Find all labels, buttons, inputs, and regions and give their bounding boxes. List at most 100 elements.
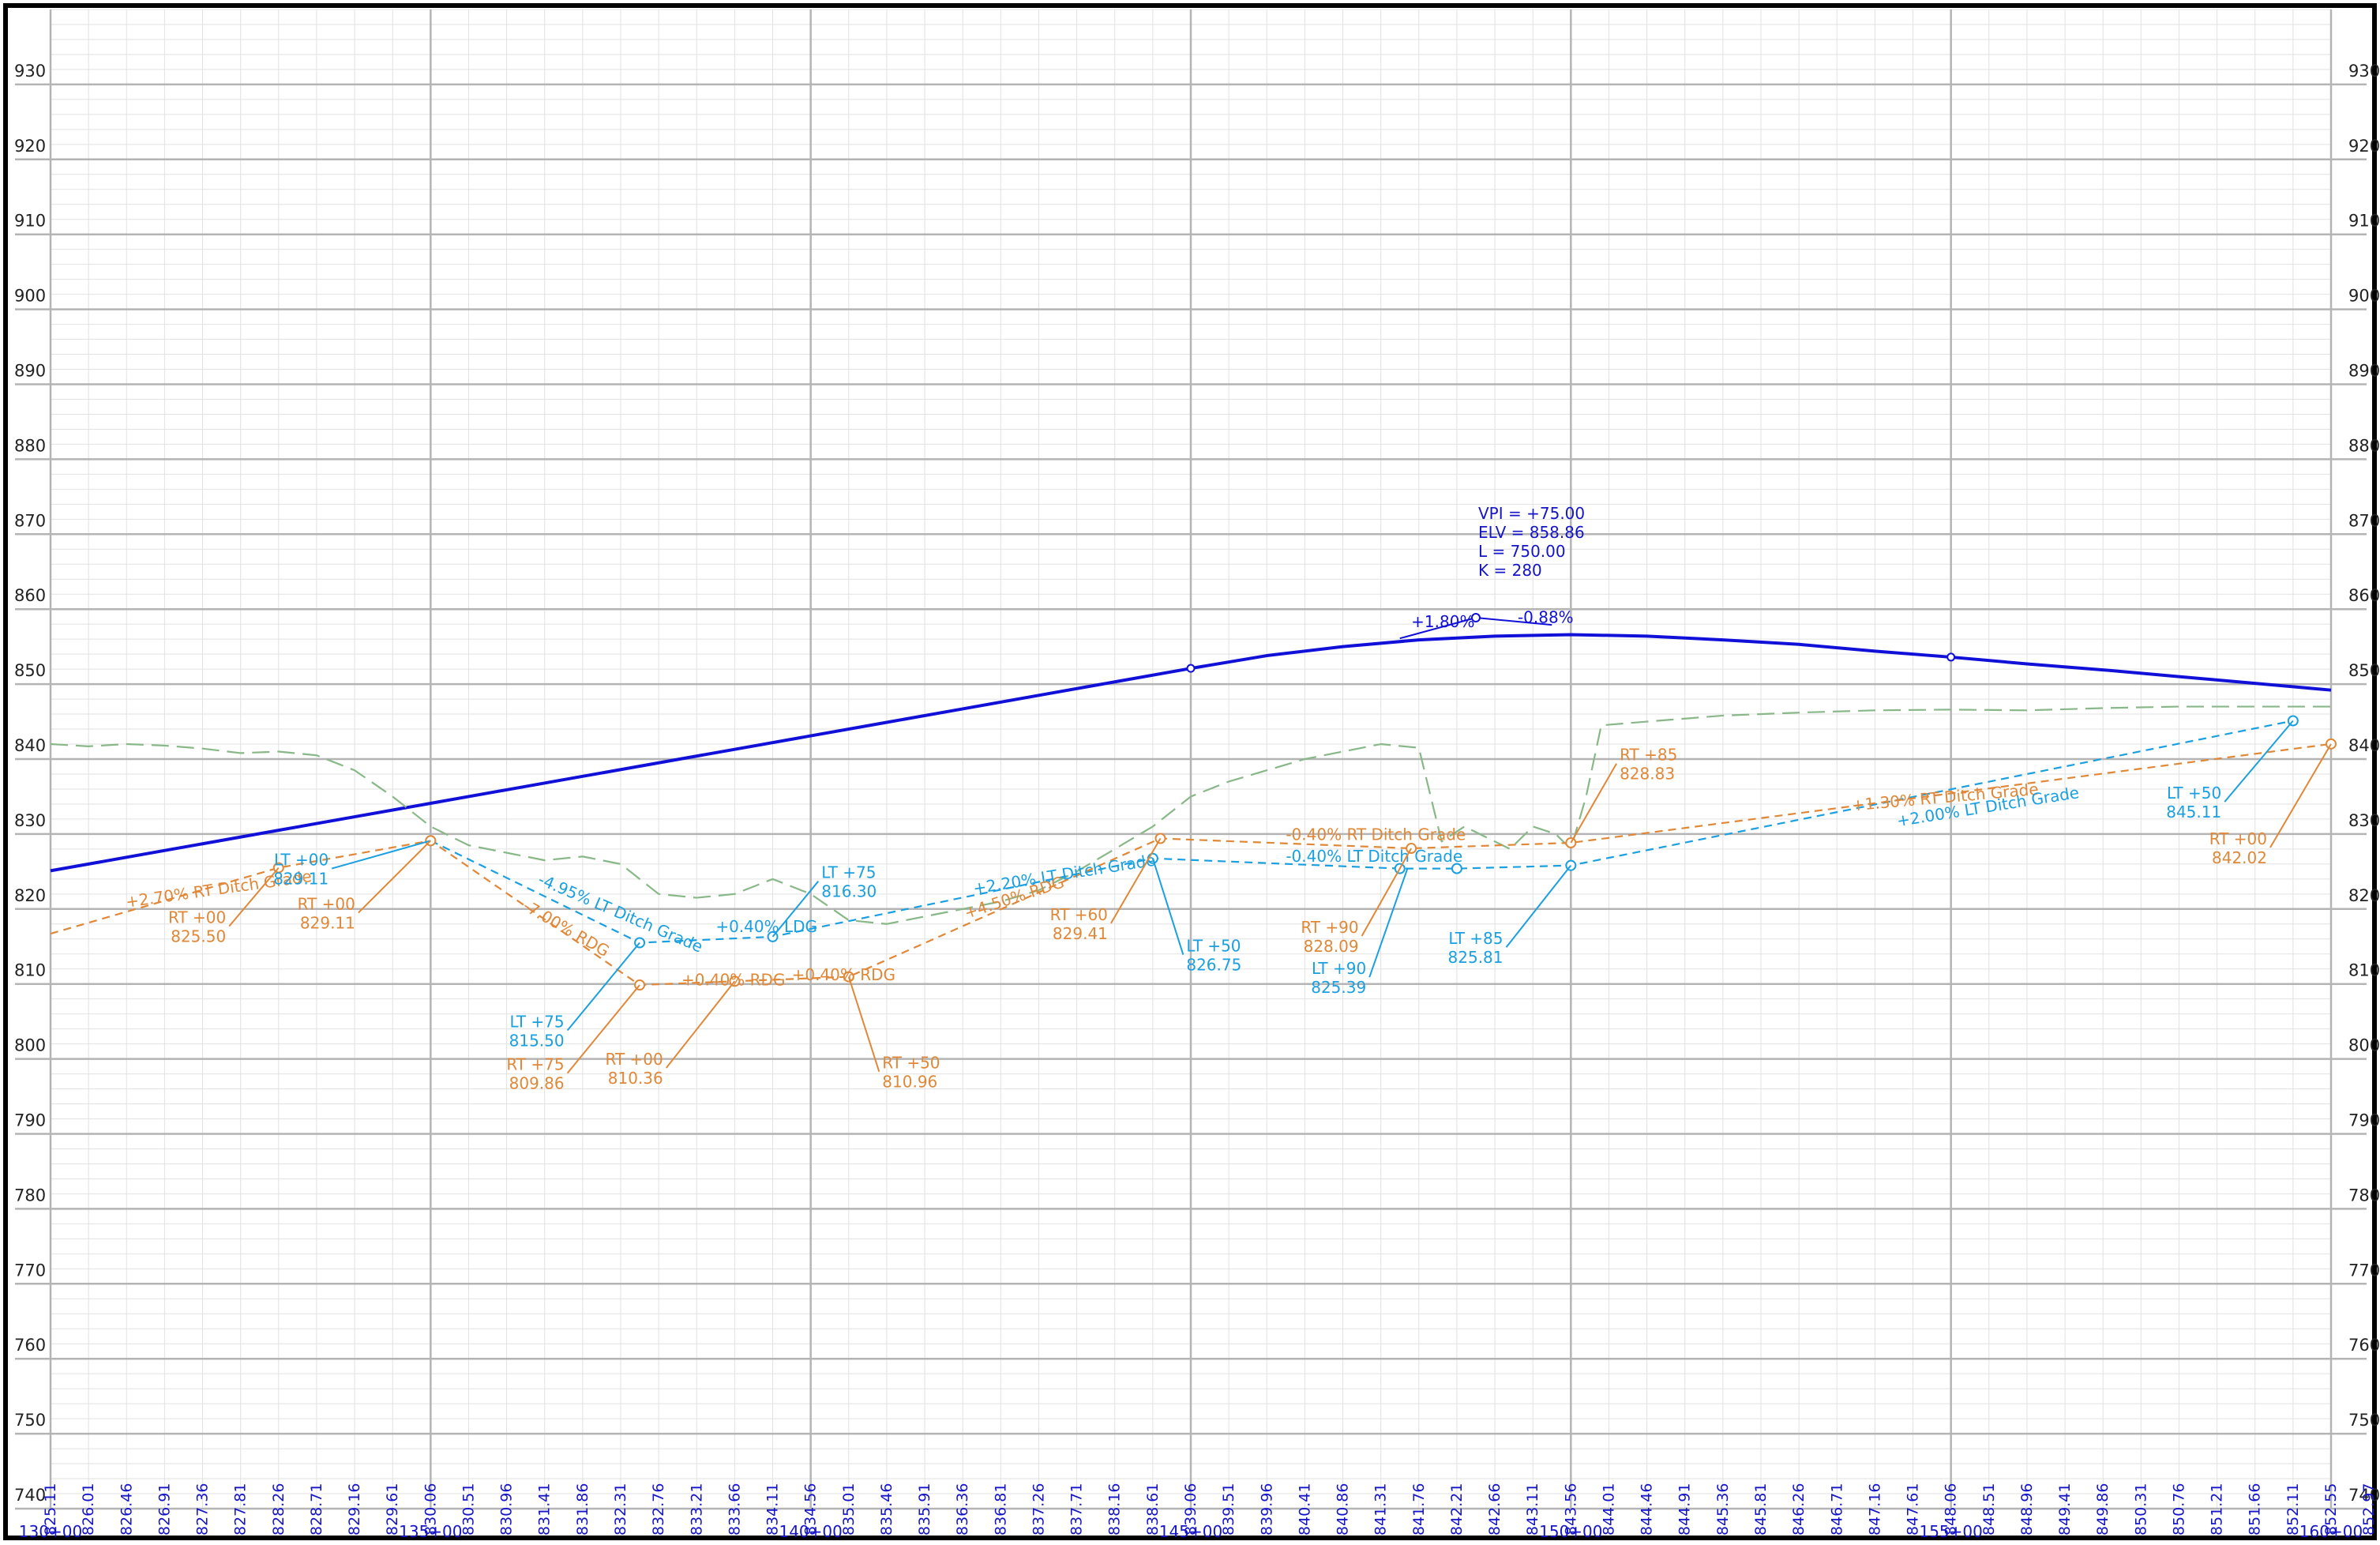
station-tick-label: 155+00: [1919, 1522, 1982, 1541]
callout-leader: [1361, 848, 1413, 937]
station-tick-label: 140+00: [779, 1522, 842, 1541]
callout-elevation-label: 842.02: [2212, 848, 2267, 867]
y-tick-label-left: 850: [14, 661, 46, 680]
callout-station-label: RT +50: [882, 1054, 940, 1073]
grade-annotation: -0.88%: [1518, 607, 1574, 626]
grade-elevation-label: 835.91: [916, 1483, 933, 1536]
grade-elevation-label: 848.06: [1943, 1483, 1960, 1536]
grade-elevation-label: 828.71: [308, 1483, 325, 1536]
grade-elevation-label: 840.86: [1335, 1483, 1352, 1536]
y-tick-label-right: 770: [2348, 1261, 2380, 1280]
callout-leader: [665, 980, 736, 1069]
y-tick-label-right: 820: [2348, 886, 2380, 905]
callout-elevation-label: 829.11: [273, 870, 328, 889]
callout-elevation-label: 815.50: [509, 1032, 565, 1051]
callout-leader: [847, 976, 880, 1073]
grade-elevation-label: 848.51: [1980, 1483, 1998, 1536]
y-tick-label-right: 760: [2348, 1336, 2380, 1355]
callout-station-label: RT +85: [1620, 746, 1677, 765]
callout-elevation-label: 810.96: [882, 1073, 937, 1092]
y-tick-label-right: 810: [2348, 961, 2380, 980]
callout-station-label: LT +00: [274, 851, 328, 870]
y-tick-label-left: 740: [14, 1486, 46, 1505]
grade-elevation-label: 843.56: [1562, 1483, 1579, 1536]
grade-elevation-label: 829.61: [384, 1483, 401, 1536]
vpi-label: VPI = +75.00: [1478, 504, 1585, 523]
grade-elevation-label: 845.36: [1714, 1483, 1732, 1536]
callout-elevation-label: 825.39: [1311, 978, 1366, 997]
y-tick-label-left: 860: [14, 586, 46, 605]
grade-annotation: +0.40% RDG: [681, 971, 785, 990]
vpi-label: K = 280: [1478, 561, 1542, 580]
callout-station-label: LT +50: [1186, 937, 1241, 956]
callout-elevation-label: 825.81: [1448, 948, 1503, 967]
callout-elevation-label: 825.50: [171, 927, 226, 946]
series-existing-ground: [50, 705, 2331, 925]
callout-elevation-label: 829.11: [300, 914, 355, 933]
grade-elevation-label: 835.01: [840, 1483, 858, 1536]
y-tick-label-left: 810: [14, 961, 46, 980]
y-tick-label-left: 750: [14, 1411, 46, 1430]
grade-elevation-label: 830.51: [460, 1483, 477, 1536]
callout-station-label: RT +60: [1050, 905, 1108, 924]
grade-elevation-label: 852.11: [2284, 1483, 2302, 1536]
y-tick-label-left: 770: [14, 1261, 46, 1280]
grade-elevation-label: 849.41: [2056, 1483, 2074, 1536]
grade-elevation-label: 837.71: [1068, 1483, 1086, 1536]
grade-elevation-label: 841.31: [1372, 1483, 1390, 1536]
y-tick-label-left: 870: [14, 511, 46, 530]
y-tick-label-right: 800: [2348, 1036, 2380, 1055]
grade-elevation-label: 846.26: [1790, 1483, 1808, 1536]
grade-elevation-label: 851.66: [2247, 1483, 2264, 1536]
grade-elevation-label: 832.76: [650, 1483, 667, 1536]
grade-elevation-label: 848.96: [2018, 1483, 2036, 1536]
grade-elevation-label: 837.26: [1030, 1483, 1047, 1536]
grade-elevation-label: 847.61: [1905, 1483, 1922, 1536]
callout-leader: [2269, 743, 2332, 848]
grade-elevation-label: 835.46: [878, 1483, 895, 1536]
callout-leader: [358, 840, 432, 914]
vpi-tangent-out: [1475, 617, 1552, 626]
callout-leader: [331, 840, 431, 870]
callout-leader: [566, 984, 640, 1074]
grade-annotation: -0.40% RT Ditch Grade: [1286, 825, 1466, 844]
y-tick-label-left: 920: [14, 137, 46, 156]
station-tick-label: 160+00: [2299, 1522, 2363, 1541]
callout-leader: [1570, 763, 1617, 844]
grade-elevation-label: 829.16: [346, 1483, 363, 1536]
callout-station-label: LT +50: [2167, 784, 2221, 803]
y-tick-label-right: 830: [2348, 811, 2380, 830]
grade-elevation-label: 834.56: [802, 1483, 820, 1536]
y-tick-label-right: 920: [2348, 137, 2380, 156]
callout-leader: [1505, 865, 1572, 948]
grade-annotation: +0.40% RDG: [792, 965, 895, 984]
callout-elevation-label: 826.75: [1186, 956, 1241, 975]
grade-elevation-label: 832.31: [612, 1483, 629, 1536]
vpi-label: ELV = 858.86: [1478, 523, 1585, 542]
callout-station-label: RT +00: [606, 1050, 663, 1069]
callout-elevation-label: 828.83: [1620, 765, 1675, 784]
grade-curve-marker: [1946, 652, 1956, 662]
y-tick-label-right: 860: [2348, 586, 2380, 605]
y-tick-label-right: 900: [2348, 287, 2380, 306]
callout-station-label: RT +90: [1301, 918, 1358, 937]
grade-elevation-label: 844.01: [1600, 1483, 1617, 1536]
grade-elevation-label: 845.81: [1752, 1483, 1770, 1536]
y-tick-label-left: 930: [14, 62, 46, 81]
y-tick-label-right: 930: [2348, 62, 2380, 81]
y-tick-label-right: 890: [2348, 362, 2380, 381]
grade-elevation-label: 839.06: [1182, 1483, 1199, 1536]
grade-elevation-label: 825.11: [42, 1483, 59, 1536]
station-tick-label: 135+00: [399, 1522, 462, 1541]
y-tick-label-right: 740: [2348, 1486, 2380, 1505]
grade-elevation-label: 844.46: [1639, 1483, 1656, 1536]
y-tick-label-left: 820: [14, 886, 46, 905]
series-rt-ditch: [50, 742, 2332, 987]
grade-elevation-label: 840.41: [1296, 1483, 1313, 1536]
y-tick-label-left: 890: [14, 362, 46, 381]
grade-elevation-label: 849.86: [2094, 1483, 2112, 1536]
grade-elevation-label: 841.76: [1410, 1483, 1428, 1536]
y-tick-label-right: 840: [2348, 736, 2380, 755]
callout-leader: [2224, 720, 2294, 803]
callout-station-label: LT +75: [509, 1013, 564, 1032]
